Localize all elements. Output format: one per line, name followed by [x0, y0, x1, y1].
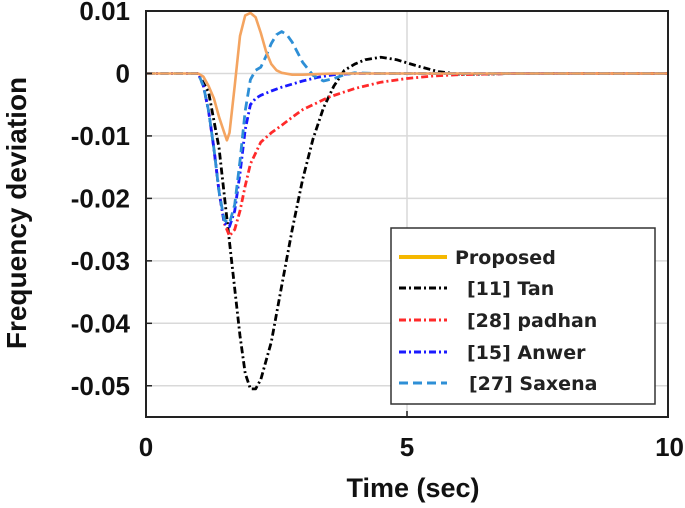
y-tick-label: 0.01	[79, 0, 130, 26]
legend-label-2: [11] Tan	[467, 278, 554, 300]
legend-label-1: Proposed	[455, 247, 556, 269]
y-tick-label: -0.02	[71, 183, 130, 213]
x-tick-label: 5	[400, 432, 414, 462]
legend-label-5: [27] Saxena	[469, 373, 597, 395]
y-axis-label: Frequency deviation	[1, 77, 32, 349]
y-tick-label: -0.03	[71, 246, 130, 276]
tick-labels: 0.01 0 -0.01 -0.02 -0.03 -0.04 -0.05 0 5 10	[71, 0, 684, 462]
series-line-3	[146, 72, 668, 238]
legend: Proposed [11] Tan [28] padhan [15] Anwer [27…	[390, 227, 656, 405]
legend-label-4: [15] Anwer	[467, 342, 586, 364]
x-tick-label: 10	[655, 432, 684, 462]
series-line-1	[146, 11, 668, 142]
y-tick-label: -0.01	[71, 121, 130, 151]
y-tick-label: -0.04	[71, 308, 131, 338]
x-axis-label: Time (sec)	[346, 473, 479, 503]
x-tick-label: 0	[139, 432, 153, 462]
y-tick-label: -0.05	[71, 371, 130, 401]
series-lines	[146, 11, 668, 391]
series-line-2	[146, 55, 668, 391]
y-tick-label: 0	[116, 58, 130, 88]
legend-label-3: [28] padhan	[467, 310, 597, 332]
series-line-5	[146, 30, 668, 225]
